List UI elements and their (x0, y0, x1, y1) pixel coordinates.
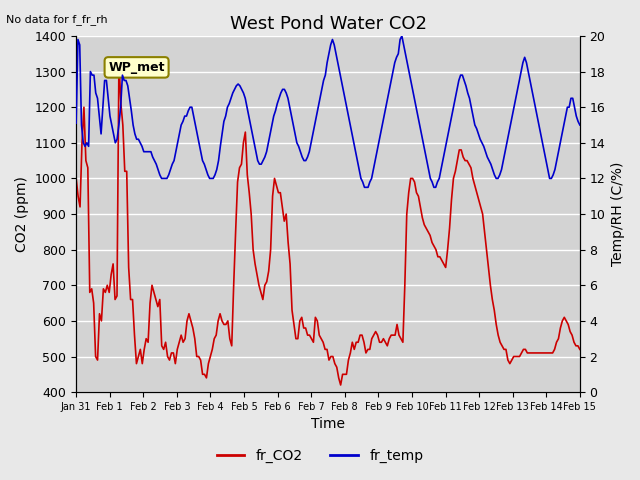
Title: West Pond Water CO2: West Pond Water CO2 (230, 15, 426, 33)
Legend: fr_CO2, fr_temp: fr_CO2, fr_temp (211, 443, 429, 468)
Y-axis label: Temp/RH (C/%): Temp/RH (C/%) (611, 162, 625, 266)
Y-axis label: CO2 (ppm): CO2 (ppm) (15, 176, 29, 252)
Text: No data for f_fr_rh: No data for f_fr_rh (6, 14, 108, 25)
X-axis label: Time: Time (311, 418, 345, 432)
Text: WP_met: WP_met (108, 61, 165, 74)
